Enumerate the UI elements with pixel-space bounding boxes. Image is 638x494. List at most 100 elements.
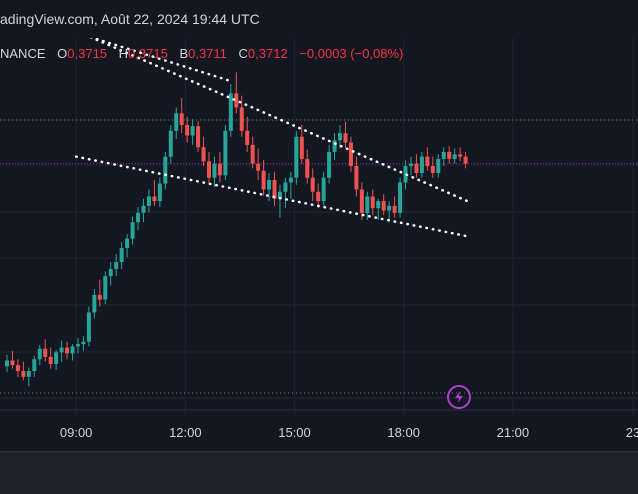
candles [5, 72, 468, 387]
lightning-bolt-glyph [455, 391, 463, 403]
candle-up [452, 154, 457, 159]
candle-up [92, 294, 97, 313]
candle-down [392, 205, 397, 213]
candle-up [125, 238, 130, 248]
candle-up [114, 262, 119, 270]
candle-up [130, 222, 135, 239]
candle-up [75, 344, 80, 347]
candle-down [310, 177, 315, 192]
x-tick-label: 18:00 [387, 425, 420, 440]
candle-up [288, 177, 293, 183]
high-label: H [118, 46, 129, 61]
candle-down [354, 166, 359, 190]
candle-down [359, 189, 364, 213]
candle-down [48, 356, 53, 364]
candle-down [343, 133, 348, 143]
candle-down [152, 196, 157, 202]
x-tick-label: 15:00 [278, 425, 311, 440]
candle-up [408, 163, 413, 166]
change-value: −0,0003 (−0,08%) [299, 46, 404, 61]
close-value: 0,3712 [247, 46, 288, 61]
candle-down [185, 125, 190, 136]
candle-down [65, 347, 70, 354]
candle-down [97, 294, 102, 300]
candle-down [206, 161, 211, 178]
candle-up [321, 177, 326, 202]
candle-down [261, 170, 266, 190]
candle-up [419, 156, 424, 174]
candle-up [228, 93, 233, 131]
chart-footer [0, 451, 638, 494]
candle-up [332, 140, 337, 152]
candle-down [348, 142, 353, 166]
candle-up [59, 347, 64, 353]
candle-up [267, 180, 272, 190]
symbol-name: NANCE [0, 46, 46, 61]
candle-down [381, 201, 386, 211]
open-value: 0,3715 [67, 46, 108, 61]
candle-up [387, 205, 392, 211]
trendlines [74, 35, 469, 238]
candle-down [256, 163, 261, 171]
candle-down [272, 180, 277, 199]
candle-up [103, 276, 108, 300]
candle-down [316, 191, 321, 202]
candle-up [223, 130, 228, 176]
candle-down [458, 154, 463, 157]
x-tick-label: 12:00 [169, 425, 202, 440]
candle-down [15, 365, 20, 371]
candle-up [37, 348, 42, 360]
candle-down [463, 156, 468, 164]
x-tick-label: 23 [626, 425, 638, 440]
upper-trendline-left [89, 35, 234, 83]
chart-header: adingView.com, Août 22, 2024 19:44 UTC [0, 0, 638, 38]
candle-up [327, 151, 332, 178]
low-value: 0,3711 [188, 46, 227, 61]
candle-up [376, 201, 381, 209]
candle-down [250, 144, 255, 164]
candle-down [430, 166, 435, 174]
lower-trendline [74, 155, 469, 238]
candle-up [168, 130, 173, 157]
header-title: adingView.com, Août 22, 2024 19:44 UTC [0, 11, 260, 27]
candle-up [163, 156, 168, 184]
candle-up [141, 205, 146, 213]
lightning-bolt-icon[interactable] [447, 385, 471, 409]
candle-up [108, 269, 113, 277]
candle-up [5, 360, 9, 367]
candle-up [146, 196, 151, 206]
candle-up [277, 191, 282, 199]
chart-grid [0, 38, 638, 415]
candle-down [179, 113, 184, 125]
candle-up [283, 182, 288, 192]
candle-up [190, 126, 195, 136]
price-chart[interactable]: 09:00 12:00 15:00 18:00 21:00 23 [0, 0, 638, 451]
ohlc-legend: NANCE O0,3715 H0,3715 B0,3711 C0,3712 −0… [0, 46, 411, 61]
candle-up [365, 196, 370, 213]
candle-down [43, 348, 48, 357]
high-value: 0,3715 [128, 46, 168, 61]
candle-down [299, 136, 304, 159]
close-label: C [238, 46, 248, 61]
candle-down [10, 360, 15, 366]
candle-up [70, 346, 75, 354]
low-label: B [179, 46, 189, 61]
candle-down [425, 156, 430, 166]
candle-down [234, 93, 239, 108]
candle-down [305, 158, 310, 178]
candle-up [157, 183, 162, 202]
candle-up [212, 163, 217, 178]
candle-up [338, 133, 343, 141]
candle-down [245, 130, 250, 145]
candle-up [119, 248, 124, 263]
candle-up [136, 212, 141, 223]
candle-up [54, 352, 59, 364]
x-axis: 09:00 12:00 15:00 18:00 21:00 23 [60, 425, 638, 440]
candle-down [414, 163, 419, 174]
candle-up [441, 151, 446, 159]
candle-up [81, 341, 86, 345]
candle-down [21, 371, 26, 377]
x-tick-label: 21:00 [497, 425, 530, 440]
open-label: O [57, 46, 68, 61]
candle-down [201, 147, 206, 162]
